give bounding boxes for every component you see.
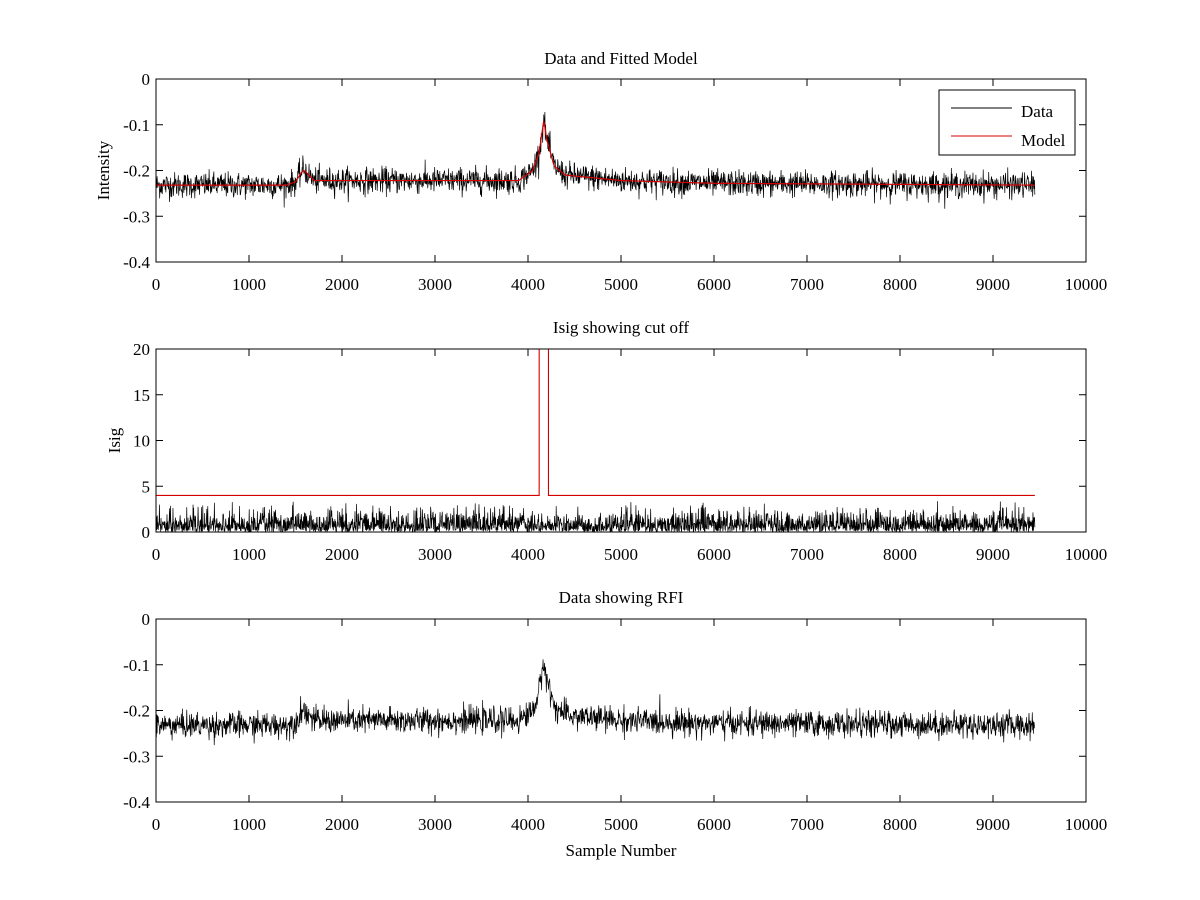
x-tick-label: 0 — [152, 815, 161, 834]
series-isig-line — [155, 501, 1036, 533]
x-tick-label: 5000 — [604, 545, 638, 564]
x-tick-label: 2000 — [325, 545, 359, 564]
series-data-line — [155, 659, 1036, 746]
y-tick-label: -0.3 — [123, 747, 150, 766]
y-tick-label: -0.2 — [123, 702, 150, 721]
x-tick-label: 3000 — [418, 545, 452, 564]
x-tick-label: 4000 — [511, 545, 545, 564]
x-tick-label: 9000 — [976, 545, 1010, 564]
y-tick-label: -0.4 — [123, 793, 150, 812]
panel-isig-showing-cut-off: 0 1000 2000 3000 4000 5000 6000 7000 8000 9000 100… — [105, 318, 1107, 564]
panel-data-showing-rfi: 0 1000 2000 3000 4000 5000 6000 7000 8000 9000 100… — [123, 588, 1107, 860]
y-tick-label: 10 — [133, 432, 150, 451]
x-tick-label: 10000 — [1065, 275, 1108, 294]
x-tick-label: 6000 — [697, 815, 731, 834]
x-tick-label: 8000 — [883, 275, 917, 294]
series-layer — [155, 659, 1036, 746]
series-layer — [155, 111, 1036, 209]
y-axis-label: Isig — [105, 427, 124, 453]
y-tick-label: -0.4 — [123, 253, 150, 272]
legend-box — [938, 89, 1076, 156]
x-tick-label: 9000 — [976, 815, 1010, 834]
chart-title: Isig showing cut off — [553, 318, 689, 337]
legend: Data Model — [938, 89, 1076, 156]
x-tick-label: 7000 — [790, 815, 824, 834]
x-tick-label: 1000 — [232, 815, 266, 834]
x-tick-label: 10000 — [1065, 815, 1108, 834]
y-tick-label: 0 — [142, 70, 151, 89]
x-tick-label: 5000 — [604, 275, 638, 294]
y-axis-label: Intensity — [94, 140, 113, 200]
panel-data-and-fitted-model: 0 1000 2000 3000 4000 5000 6000 7000 8000 9000 100… — [94, 49, 1107, 294]
x-tick-label: 1000 — [232, 275, 266, 294]
x-tick-label: 7000 — [790, 275, 824, 294]
y-tick-label: -0.3 — [123, 207, 150, 226]
y-tick-label: 20 — [133, 340, 150, 359]
x-tick-label: 3000 — [418, 275, 452, 294]
x-tick-label: 7000 — [790, 545, 824, 564]
tick-layer: 0 1000 2000 3000 4000 5000 6000 7000 8000 9000 100… — [133, 340, 1107, 564]
x-tick-label: 4000 — [511, 275, 545, 294]
tick-layer: 0 1000 2000 3000 4000 5000 6000 7000 8000 9000 100… — [123, 610, 1107, 834]
x-axis-label: Sample Number — [566, 841, 677, 860]
x-tick-label: 6000 — [697, 545, 731, 564]
x-tick-label: 8000 — [883, 815, 917, 834]
y-tick-label: -0.1 — [123, 656, 150, 675]
legend-label-data: Data — [1021, 102, 1054, 121]
series-model-line — [156, 121, 1035, 186]
x-tick-label: 9000 — [976, 275, 1010, 294]
tick-layer: 0 1000 2000 3000 4000 5000 6000 7000 8000 9000 100… — [123, 70, 1107, 294]
x-tick-label: 0 — [152, 275, 161, 294]
y-tick-label: 0 — [142, 610, 151, 629]
y-tick-label: 0 — [142, 523, 151, 542]
x-tick-label: 6000 — [697, 275, 731, 294]
y-tick-label: -0.1 — [123, 116, 150, 135]
chart-title: Data showing RFI — [559, 588, 684, 607]
x-tick-label: 4000 — [511, 815, 545, 834]
x-tick-label: 2000 — [325, 275, 359, 294]
y-tick-label: 5 — [142, 477, 151, 496]
x-tick-label: 1000 — [232, 545, 266, 564]
legend-label-model: Model — [1021, 131, 1066, 150]
x-tick-label: 3000 — [418, 815, 452, 834]
y-tick-label: -0.2 — [123, 162, 150, 181]
x-tick-label: 2000 — [325, 815, 359, 834]
x-tick-label: 5000 — [604, 815, 638, 834]
y-tick-label: 15 — [133, 386, 150, 405]
x-tick-label: 0 — [152, 545, 161, 564]
chart-title: Data and Fitted Model — [544, 49, 698, 68]
x-tick-label: 8000 — [883, 545, 917, 564]
x-tick-label: 10000 — [1065, 545, 1108, 564]
